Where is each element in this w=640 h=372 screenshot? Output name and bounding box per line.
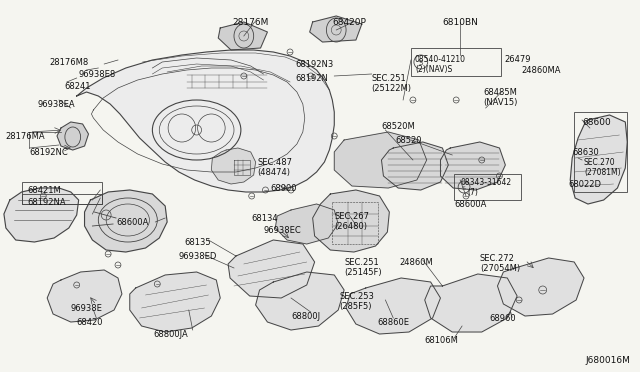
Text: SEC.251: SEC.251 xyxy=(344,258,379,267)
Text: 68106M: 68106M xyxy=(425,336,459,345)
Text: 68960: 68960 xyxy=(490,314,516,323)
Text: (27054M): (27054M) xyxy=(480,264,520,273)
Text: 68135: 68135 xyxy=(185,238,211,247)
Text: (NAV15): (NAV15) xyxy=(484,98,518,107)
Bar xyxy=(454,174,521,200)
Text: (7): (7) xyxy=(467,188,478,197)
Text: 68241: 68241 xyxy=(64,82,90,91)
Text: 68485M: 68485M xyxy=(484,88,518,97)
Text: 28176M: 28176M xyxy=(232,18,269,27)
Text: S: S xyxy=(419,60,423,66)
Text: 68134: 68134 xyxy=(252,214,278,223)
Text: J680016M: J680016M xyxy=(586,356,631,365)
Polygon shape xyxy=(130,272,220,332)
Polygon shape xyxy=(425,274,517,332)
Polygon shape xyxy=(228,240,315,298)
Polygon shape xyxy=(84,190,167,252)
Text: 68520M: 68520M xyxy=(381,122,415,131)
Polygon shape xyxy=(497,258,584,316)
Polygon shape xyxy=(218,22,268,50)
Text: (48474): (48474) xyxy=(257,168,291,177)
Polygon shape xyxy=(346,278,440,334)
Text: 96938ED: 96938ED xyxy=(179,252,218,261)
Bar xyxy=(574,112,627,192)
Polygon shape xyxy=(4,188,79,242)
Text: 68630: 68630 xyxy=(572,148,599,157)
Text: 08343-31642: 08343-31642 xyxy=(460,178,511,187)
Text: (285F5): (285F5) xyxy=(339,302,372,311)
Text: S: S xyxy=(462,186,466,190)
Text: (27081M): (27081M) xyxy=(584,168,621,177)
Text: 96938EA: 96938EA xyxy=(37,100,75,109)
Text: 26479: 26479 xyxy=(504,55,531,64)
Text: SEC.251: SEC.251 xyxy=(372,74,406,83)
Bar xyxy=(22,182,102,204)
Text: SEC.267: SEC.267 xyxy=(334,212,369,221)
Text: SEC.487: SEC.487 xyxy=(257,158,292,167)
Text: 68900: 68900 xyxy=(270,184,297,193)
Polygon shape xyxy=(57,122,88,150)
Text: 68192N3: 68192N3 xyxy=(295,60,333,69)
Text: (26480): (26480) xyxy=(334,222,367,231)
Text: 24860MA: 24860MA xyxy=(521,66,561,75)
Text: 68192NC: 68192NC xyxy=(29,148,68,157)
Polygon shape xyxy=(440,142,506,190)
Text: 68520: 68520 xyxy=(396,136,422,145)
Text: 68860E: 68860E xyxy=(378,318,410,327)
Text: (2)(NAV)S: (2)(NAV)S xyxy=(415,65,452,74)
Text: 68800JA: 68800JA xyxy=(154,330,188,339)
Text: SEC.270: SEC.270 xyxy=(584,158,616,167)
Text: 68800J: 68800J xyxy=(291,312,320,321)
Text: 96938E8: 96938E8 xyxy=(79,70,116,79)
Polygon shape xyxy=(47,270,122,322)
Text: 68192N: 68192N xyxy=(295,74,328,83)
Text: 24860M: 24860M xyxy=(399,258,433,267)
Polygon shape xyxy=(570,115,627,204)
Polygon shape xyxy=(77,50,334,192)
Text: 28176MA: 28176MA xyxy=(5,132,45,141)
Polygon shape xyxy=(310,16,362,42)
Text: 68022D: 68022D xyxy=(568,180,601,189)
Text: 96938E: 96938E xyxy=(71,304,102,313)
Polygon shape xyxy=(313,190,389,252)
Bar xyxy=(411,48,501,76)
Polygon shape xyxy=(255,272,344,330)
Polygon shape xyxy=(334,132,427,188)
Text: 68600A: 68600A xyxy=(454,200,486,209)
Text: 96938EC: 96938EC xyxy=(264,226,301,235)
Text: 68421M: 68421M xyxy=(28,186,61,195)
Polygon shape xyxy=(275,204,338,244)
Text: 6810BN: 6810BN xyxy=(442,18,478,27)
Text: 08540-41210: 08540-41210 xyxy=(415,55,466,64)
Text: SEC.272: SEC.272 xyxy=(480,254,515,263)
Text: 68600A: 68600A xyxy=(116,218,148,227)
Text: 68600: 68600 xyxy=(582,118,611,127)
Text: (25122M): (25122M) xyxy=(372,84,412,93)
Text: (25145F): (25145F) xyxy=(344,268,381,277)
Bar xyxy=(22,194,102,204)
Polygon shape xyxy=(381,142,449,190)
Text: 28176M8: 28176M8 xyxy=(49,58,88,67)
Text: 68420: 68420 xyxy=(77,318,103,327)
Text: 68192NA: 68192NA xyxy=(28,198,66,207)
Polygon shape xyxy=(211,148,255,184)
Text: 68420P: 68420P xyxy=(332,18,366,27)
Text: SEC.253: SEC.253 xyxy=(339,292,374,301)
